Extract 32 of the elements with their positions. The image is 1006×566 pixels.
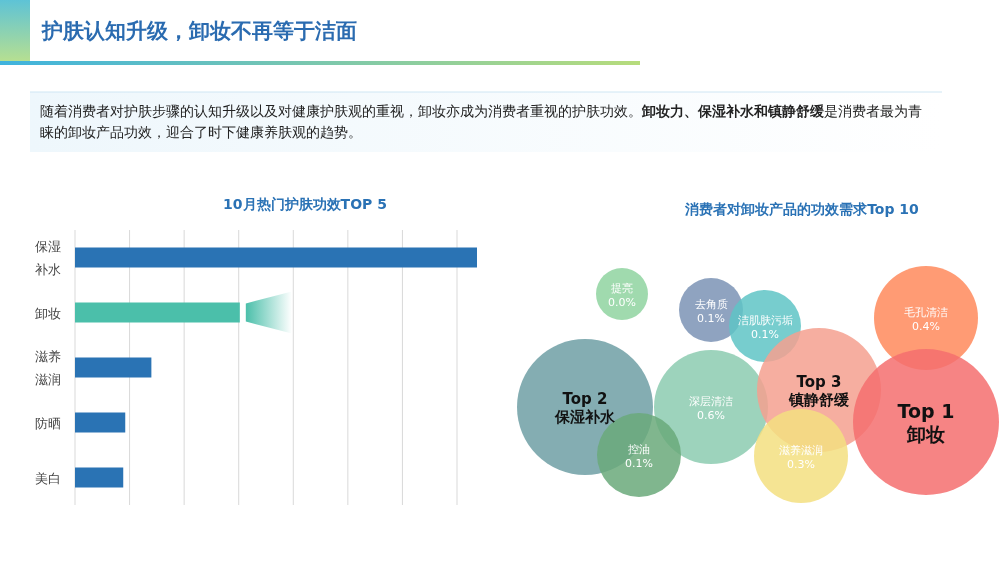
category-label: Top 2 保湿补水 [554,389,616,427]
y-tick-label: 卸妆 [35,305,61,321]
category-label: 去角质 [694,298,728,311]
data-label: 0.4% [912,320,940,333]
data-label: 0.1% [751,328,779,341]
bar [75,357,152,378]
chart-title: 10月热门护肤功效TOP 5 [223,196,387,212]
y-tick-label: 美白 [35,470,61,486]
category-label: 提亮 [611,282,633,295]
category-label: 深层清洁 [689,395,733,408]
y-tick-label: 防晒 [35,415,61,431]
text: 护肤认知升级，卸妆不再等于洁面 [41,19,357,43]
category-label: 洁肌肤污垢 [737,314,793,327]
text: 消费者对卸妆产品的功效需求Top 10 [684,201,920,217]
data-label: 0.0% [608,296,636,309]
category-label: Top 1 卸妆 [897,399,955,446]
data-label: 0.1% [697,312,725,325]
bar [75,302,240,323]
bar [75,412,126,433]
bar [75,467,124,488]
category-label: Top 3 镇静舒缓 [788,372,850,410]
data-label: 0.6% [697,409,725,422]
bar [75,247,477,268]
data-label: 0.3% [787,458,815,471]
category-label: 滋养滋润 [779,444,823,457]
text: 随着消费者对护肤步骤的认知升级以及对健康护肤观的重视，卸妆亦成为消费者重视的护肤功效。 [40,103,642,119]
text: 卸妆力、保湿补水和镇静舒缓 [642,103,824,119]
y-tick-label: 滋养滋润 [35,349,61,387]
category-label: 控油 [628,443,650,456]
category-label: 毛孔清洁 [904,306,948,319]
y-tick-label: 保湿补水 [35,239,61,277]
data-label: 0.1% [625,457,653,470]
